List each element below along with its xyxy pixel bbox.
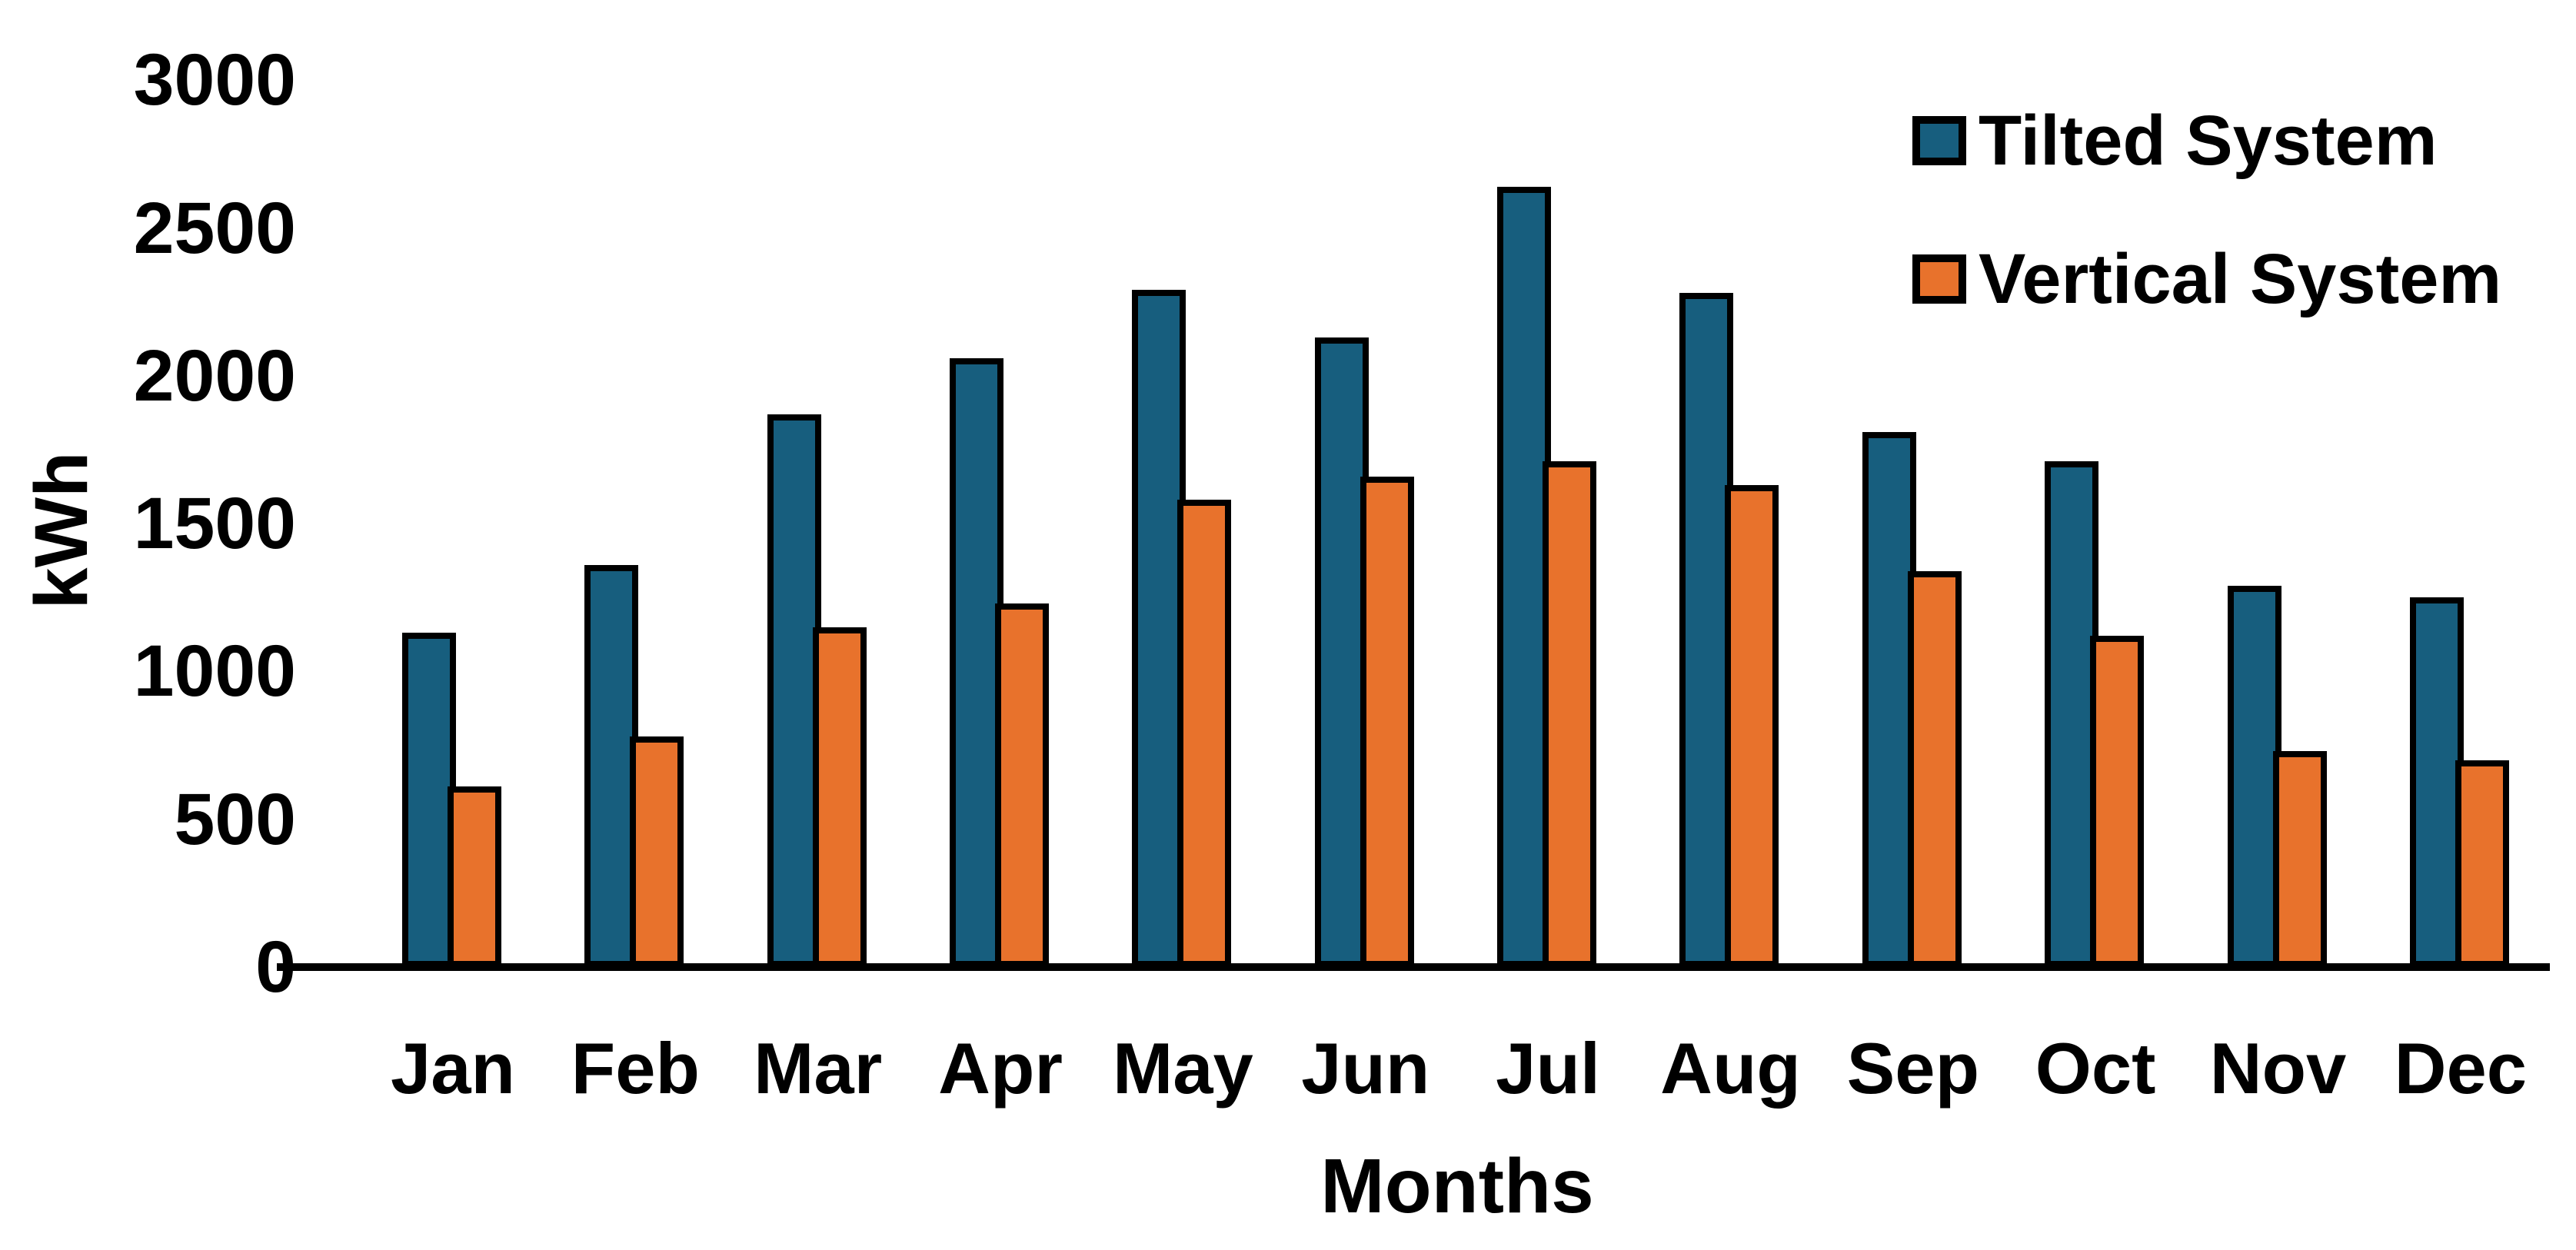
x-tick-label-apr: Apr (938, 1028, 1063, 1109)
legend-swatch-vertical-icon (1912, 254, 1966, 304)
x-tick-label-nov: Nov (2209, 1028, 2347, 1109)
y-tick-label: 2000 (133, 334, 296, 417)
x-tick-label-jan: Jan (391, 1028, 515, 1109)
bar-vertical-system-mar (812, 627, 867, 967)
x-tick-label-feb: Feb (571, 1028, 700, 1109)
bar-vertical-system-jun (1360, 477, 1414, 967)
bar-vertical-system-aug (1725, 485, 1779, 967)
legend-label-tilted: Tilted System (1979, 101, 2438, 180)
x-axis-title: Months (1320, 1143, 1594, 1229)
x-tick-label-oct: Oct (2035, 1028, 2156, 1109)
legend-item-vertical: Vertical System (1912, 233, 2501, 325)
bar-vertical-system-jul (1543, 461, 1597, 967)
x-tick-label-sep: Sep (1846, 1028, 1979, 1109)
legend-item-tilted: Tilted System (1912, 95, 2438, 187)
x-tick-label-jul: Jul (1496, 1028, 1600, 1109)
bar-tilted-system-nov (2227, 586, 2281, 967)
legend-label-vertical: Vertical System (1979, 240, 2502, 318)
bar-vertical-system-apr (995, 603, 1050, 967)
y-tick-label: 2500 (133, 187, 296, 269)
bar-vertical-system-may (1177, 500, 1232, 967)
x-tick-label-may: May (1112, 1028, 1253, 1109)
x-tick-label-jun: Jun (1301, 1028, 1430, 1109)
x-axis-line (277, 963, 2550, 971)
bar-vertical-system-sep (1907, 571, 1962, 967)
y-tick-label: 0 (255, 926, 296, 1008)
x-tick-label-dec: Dec (2394, 1028, 2528, 1109)
bar-tilted-system-sep (1862, 432, 1916, 967)
y-tick-label: 3000 (133, 39, 296, 121)
bar-vertical-system-feb (630, 736, 684, 967)
x-tick-label-aug: Aug (1660, 1028, 1801, 1109)
y-tick-label: 1500 (133, 483, 296, 565)
bar-tilted-system-jun (1314, 337, 1369, 967)
x-tick-label-mar: Mar (754, 1028, 883, 1109)
bar-vertical-system-jan (448, 786, 501, 967)
bar-vertical-system-oct (2090, 636, 2145, 967)
y-tick-label: 1000 (133, 630, 296, 713)
bar-vertical-system-dec (2455, 760, 2509, 967)
y-tick-label: 500 (174, 778, 296, 860)
bar-tilted-system-aug (1679, 293, 1734, 967)
bar-vertical-system-nov (2272, 751, 2327, 967)
legend-swatch-tilted-icon (1912, 116, 1966, 165)
